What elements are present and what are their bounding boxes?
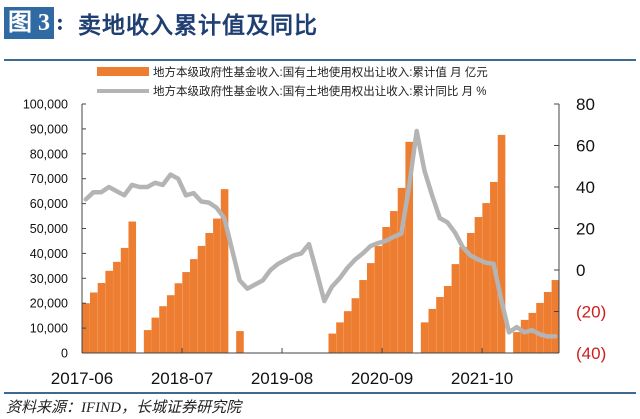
bar: [89, 292, 98, 353]
bar: [382, 227, 390, 353]
right-tick-label: 60: [576, 137, 595, 156]
bar: [366, 263, 375, 353]
x-tick-label: 2018-07: [151, 369, 213, 388]
bar: [351, 298, 360, 353]
bar: [220, 189, 229, 353]
bar: [205, 232, 213, 353]
bar: [166, 295, 175, 353]
bar: [497, 134, 506, 353]
x-tick-label: 2017-06: [51, 369, 113, 388]
x-tick-label: 2020-09: [351, 369, 413, 388]
left-tick-label: 90,000: [30, 122, 68, 136]
bar: [374, 245, 383, 353]
bar: [459, 246, 467, 353]
bar: [182, 272, 190, 353]
figure-label: 图 3: [4, 7, 54, 39]
bar: [543, 292, 552, 353]
bar: [120, 247, 129, 353]
legend-bar-label: 地方本级政府性基金收入:国有土地使用权出让收入:累计值 月 亿元: [153, 65, 488, 79]
bar: [128, 221, 137, 353]
left-tick-label: 20,000: [30, 297, 68, 311]
bar: [451, 264, 460, 353]
x-tick-label: 2019-08: [251, 369, 313, 388]
bar: [159, 306, 167, 353]
x-tick-label: 2021-10: [451, 369, 513, 388]
bar: [174, 283, 183, 353]
bar: [151, 317, 160, 353]
bar: [328, 333, 337, 353]
bar: [82, 303, 90, 353]
bar: [190, 259, 198, 353]
left-tick-label: 50,000: [30, 222, 68, 236]
bar: [420, 322, 429, 353]
right-tick-label: (40): [576, 344, 606, 363]
left-tick-label: 40,000: [30, 247, 68, 261]
bar: [520, 319, 529, 353]
bar: [113, 261, 121, 353]
bar: [474, 217, 483, 353]
bar: [536, 302, 544, 353]
right-tick-label: 0: [576, 261, 585, 280]
bar: [97, 283, 106, 353]
bar: [336, 322, 344, 353]
yoy-line: [83, 128, 558, 339]
left-tick-label: 80,000: [30, 147, 68, 161]
left-tick-label: 0: [61, 347, 68, 361]
right-tick-label: 40: [576, 178, 595, 197]
left-tick-label: 100,000: [23, 98, 68, 112]
left-tick-label: 70,000: [30, 172, 68, 186]
bar: [213, 218, 221, 353]
bar: [236, 331, 244, 353]
bar: [436, 296, 444, 353]
right-tick-label: 20: [576, 220, 595, 239]
figure-header: 图 3 : 卖地收入累计值及同比: [4, 6, 318, 40]
bar: [390, 211, 398, 353]
bar: [528, 312, 537, 353]
legend-line-label: 地方本级政府性基金收入:国有土地使用权出让收入:累计同比 月 %: [153, 84, 487, 98]
bar: [359, 280, 367, 353]
legend-bar-swatch: [97, 67, 149, 76]
left-tick-label: 60,000: [30, 197, 68, 211]
bar: [143, 330, 152, 353]
bar: [405, 141, 414, 353]
figure-colon: :: [56, 9, 64, 36]
bar: [551, 280, 560, 353]
source-note: 资料来源：IFIND，长城证券研究院: [6, 400, 241, 416]
right-tick-label: 80: [576, 95, 595, 114]
bottom-divider: [4, 392, 636, 394]
bar: [466, 232, 475, 353]
bar: [343, 311, 352, 353]
top-divider: [4, 59, 636, 61]
bar: [197, 245, 206, 353]
bar: [513, 332, 521, 353]
bar: [428, 308, 437, 353]
bar: [105, 270, 113, 353]
bar: [443, 286, 452, 353]
bar: [482, 203, 490, 353]
figure-title: 卖地收入累计值及同比: [78, 13, 318, 38]
left-tick-label: 30,000: [30, 272, 68, 286]
left-tick-label: 10,000: [30, 322, 68, 336]
bar: [397, 187, 406, 353]
right-tick-label: (20): [576, 303, 606, 322]
chart: 地方本级政府性基金收入:国有土地使用权出让收入:累计值 月 亿元地方本级政府性基…: [23, 65, 606, 388]
